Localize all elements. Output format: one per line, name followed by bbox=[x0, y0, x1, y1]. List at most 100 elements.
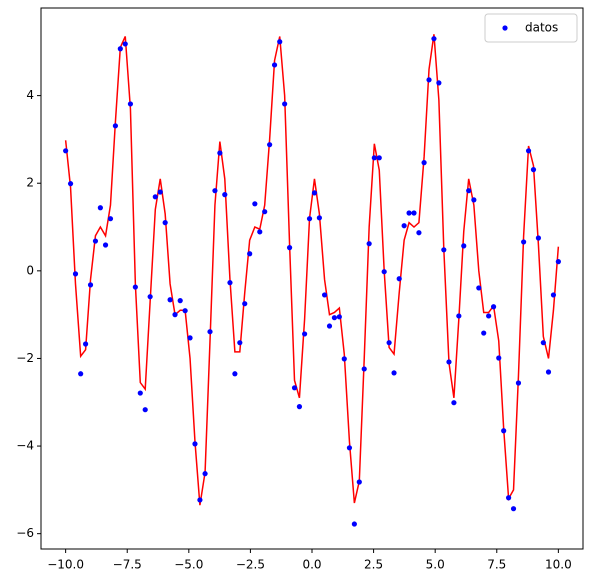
point bbox=[496, 355, 502, 361]
point bbox=[177, 298, 183, 304]
point bbox=[501, 428, 507, 434]
x-tick-label: 0.0 bbox=[302, 558, 321, 572]
point bbox=[466, 188, 472, 194]
x-tick-label: 5.0 bbox=[426, 558, 445, 572]
point bbox=[102, 242, 109, 248]
point bbox=[87, 282, 94, 288]
point bbox=[381, 269, 387, 275]
point bbox=[227, 280, 233, 286]
y-tick-label: −4 bbox=[16, 439, 34, 453]
x-tick-label: 7.5 bbox=[487, 558, 506, 572]
x-tick-label: −10.0 bbox=[47, 558, 84, 572]
point bbox=[212, 188, 218, 194]
point bbox=[401, 223, 407, 229]
point bbox=[486, 313, 492, 319]
point bbox=[187, 335, 193, 341]
x-tick-label: −7.5 bbox=[113, 558, 142, 572]
y-tick-label: 2 bbox=[26, 176, 34, 190]
axes-frame bbox=[40, 7, 584, 550]
point bbox=[326, 323, 333, 329]
y-tick-label: 0 bbox=[26, 263, 34, 277]
legend-marker bbox=[502, 25, 508, 31]
point bbox=[311, 190, 318, 196]
point bbox=[232, 371, 238, 377]
point bbox=[456, 313, 462, 319]
point bbox=[207, 329, 213, 335]
point bbox=[237, 340, 243, 346]
point bbox=[321, 292, 328, 298]
point bbox=[72, 271, 79, 277]
point bbox=[127, 101, 134, 107]
point bbox=[197, 497, 203, 503]
point bbox=[540, 340, 546, 346]
point bbox=[545, 369, 552, 375]
point bbox=[132, 284, 138, 290]
point bbox=[122, 41, 128, 47]
point bbox=[505, 495, 512, 501]
point bbox=[162, 220, 168, 226]
y-tick-label: −6 bbox=[16, 526, 34, 540]
point bbox=[386, 340, 392, 346]
point bbox=[391, 370, 397, 376]
point bbox=[182, 308, 188, 314]
point bbox=[296, 404, 303, 410]
point bbox=[510, 506, 517, 512]
point bbox=[142, 407, 148, 413]
point bbox=[63, 148, 69, 154]
x-tick-label: 2.5 bbox=[364, 558, 383, 572]
plot-area bbox=[63, 34, 561, 527]
point bbox=[521, 239, 527, 245]
point bbox=[271, 62, 278, 68]
point bbox=[291, 385, 298, 391]
point bbox=[147, 294, 153, 300]
point bbox=[525, 148, 532, 154]
point bbox=[157, 189, 163, 195]
point bbox=[371, 155, 377, 161]
point bbox=[78, 371, 84, 377]
point bbox=[356, 479, 362, 485]
point bbox=[277, 39, 283, 45]
point bbox=[152, 194, 158, 200]
point bbox=[112, 123, 119, 129]
point bbox=[282, 101, 288, 107]
point bbox=[247, 251, 253, 257]
point bbox=[441, 247, 447, 253]
point bbox=[451, 400, 457, 406]
point bbox=[302, 331, 308, 337]
point bbox=[286, 245, 293, 251]
point bbox=[431, 36, 437, 42]
point bbox=[252, 201, 258, 207]
line bbox=[64, 34, 560, 506]
point bbox=[67, 181, 74, 187]
point bbox=[192, 441, 198, 447]
point bbox=[436, 80, 442, 86]
point bbox=[535, 235, 542, 241]
legend-label: datos bbox=[525, 21, 558, 35]
point bbox=[217, 150, 223, 156]
point bbox=[366, 241, 372, 247]
point bbox=[331, 315, 338, 321]
point bbox=[336, 314, 342, 320]
point bbox=[471, 197, 477, 203]
point bbox=[222, 192, 228, 198]
point bbox=[406, 210, 412, 216]
point bbox=[92, 238, 99, 244]
point bbox=[107, 216, 114, 222]
point bbox=[426, 77, 432, 83]
point bbox=[137, 390, 143, 396]
point bbox=[515, 380, 522, 386]
point bbox=[82, 341, 89, 347]
x-tick-label: −5.0 bbox=[174, 558, 203, 572]
point bbox=[361, 366, 367, 372]
y-tick-label: 4 bbox=[26, 88, 34, 102]
point bbox=[421, 160, 427, 166]
point bbox=[396, 276, 402, 282]
point bbox=[411, 210, 417, 216]
x-tick-label: −2.5 bbox=[236, 558, 265, 572]
point bbox=[257, 229, 263, 235]
point bbox=[461, 243, 467, 249]
point bbox=[476, 285, 482, 291]
point bbox=[172, 312, 178, 318]
point bbox=[351, 521, 357, 527]
